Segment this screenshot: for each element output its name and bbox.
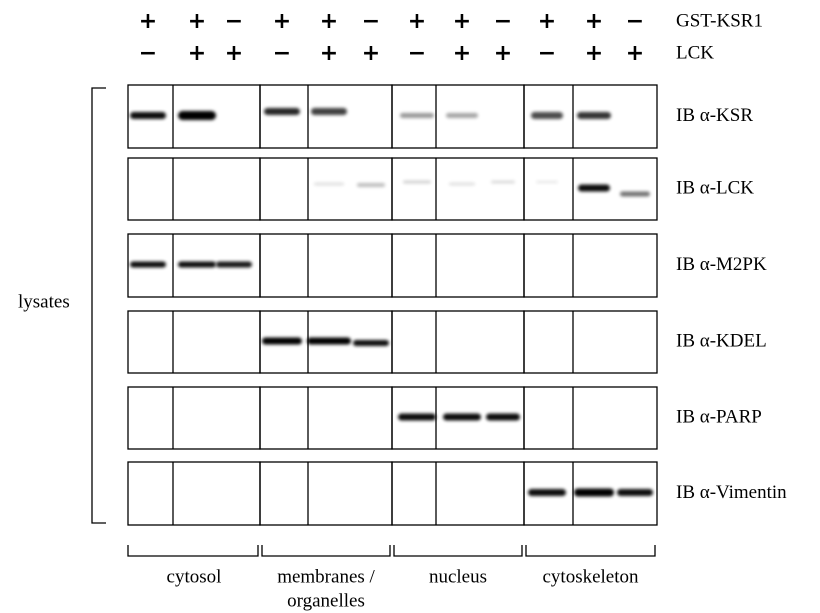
blot [128, 85, 657, 148]
sign: − [139, 41, 157, 66]
lysates-bracket [92, 88, 106, 523]
band [178, 262, 216, 268]
sign: + [585, 9, 603, 34]
fraction-label: membranes / [277, 566, 375, 587]
band [443, 414, 481, 421]
blot-panel [524, 311, 657, 373]
band [491, 181, 515, 184]
band [307, 338, 351, 345]
blot-label: IB α-PARP [676, 406, 762, 427]
sign: − [273, 41, 291, 66]
blot-panel [524, 387, 657, 449]
blot-panel [128, 387, 260, 449]
band [216, 262, 252, 268]
side-label: lysates [18, 291, 70, 312]
band [617, 489, 653, 496]
fraction-bracket [394, 545, 522, 556]
fraction-bracket [262, 545, 390, 556]
sign: + [494, 41, 512, 66]
sign: + [225, 41, 243, 66]
sign: − [494, 9, 512, 34]
fraction-label: nucleus [429, 566, 487, 587]
band [620, 192, 650, 197]
row-label: GST-KSR1 [676, 10, 763, 31]
blot-figure: lysates ++−++−++−++−GST-KSR1−++−++−++−++… [0, 0, 820, 613]
band [311, 108, 347, 115]
blot-panel [392, 462, 524, 525]
sign: + [585, 41, 603, 66]
blot-label: IB α-M2PK [676, 254, 767, 275]
blot-panel [524, 234, 657, 297]
sign: + [453, 41, 471, 66]
band [262, 338, 302, 345]
fraction-bracket [526, 545, 655, 556]
fraction-label: cytosol [167, 566, 222, 587]
sign: + [320, 41, 338, 66]
blot-label: IB α-Vimentin [676, 482, 787, 503]
blot-panel [392, 311, 524, 373]
blot-panel [260, 462, 392, 525]
band [403, 181, 431, 184]
blot [128, 311, 657, 373]
band [536, 181, 558, 184]
sign: − [225, 9, 243, 34]
blot [128, 234, 657, 297]
blot [128, 158, 657, 220]
band [357, 183, 385, 187]
sign: + [362, 41, 380, 66]
blot-label: IB α-KDEL [676, 330, 767, 351]
sign: − [362, 9, 380, 34]
band [446, 113, 478, 118]
blot-panel [128, 462, 260, 525]
sign: + [538, 9, 556, 34]
blot-label: IB α-KSR [676, 105, 753, 126]
blot [128, 387, 657, 449]
band [577, 112, 611, 119]
blot-panel [260, 234, 392, 297]
fraction-label: cytoskeleton [542, 566, 639, 587]
band [353, 340, 389, 346]
blot-panel [392, 234, 524, 297]
blot-panel [128, 158, 260, 220]
blot-panel [260, 85, 392, 148]
blot-panel [260, 387, 392, 449]
sign: + [188, 9, 206, 34]
sign: + [139, 9, 157, 34]
sign: − [538, 41, 556, 66]
blot-label: IB α-LCK [676, 177, 754, 198]
blot [128, 462, 657, 525]
band [486, 414, 520, 421]
band [398, 414, 436, 421]
sign: + [408, 9, 426, 34]
sign: + [320, 9, 338, 34]
band [130, 112, 166, 119]
sign: + [453, 9, 471, 34]
band [449, 183, 475, 186]
band [528, 489, 566, 496]
band [314, 183, 344, 186]
sign: + [626, 41, 644, 66]
band [130, 262, 166, 268]
band [264, 108, 300, 115]
sign: − [626, 9, 644, 34]
fraction-label: organelles [287, 590, 365, 611]
sign: + [188, 41, 206, 66]
band [178, 111, 216, 120]
band [578, 185, 610, 192]
band [531, 112, 563, 119]
row-label: LCK [676, 42, 714, 63]
sign: + [273, 9, 291, 34]
band [574, 489, 614, 497]
blot-panel [128, 311, 260, 373]
fraction-bracket [128, 545, 258, 556]
sign: − [408, 41, 426, 66]
blot-panel [260, 158, 392, 220]
band [400, 113, 434, 118]
blot-panel [392, 158, 524, 220]
